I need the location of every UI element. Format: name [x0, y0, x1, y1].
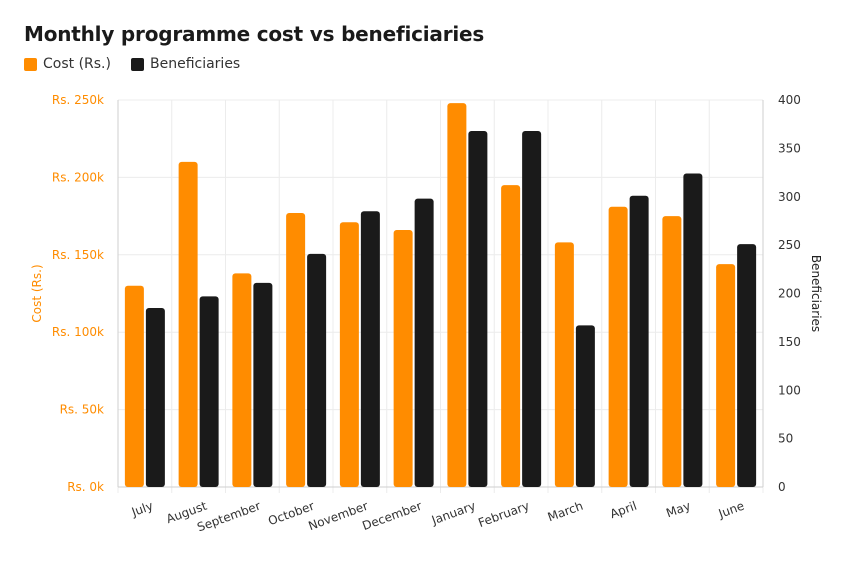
bar-beneficiaries [522, 130, 542, 487]
legend-label-beneficiaries: Beneficiaries [149, 56, 241, 72]
x-tick-label: July [129, 499, 155, 520]
bar-cost [339, 222, 359, 488]
bar-cost [662, 216, 682, 487]
y-right-tick-label: 150 [778, 335, 801, 349]
y-left-tick-label: Rs. 150k [52, 248, 104, 262]
bar-cost [393, 230, 413, 488]
y-left-axis-title: Cost (Rs.) [30, 264, 44, 322]
bar-beneficiaries [629, 195, 649, 487]
x-tick-label: March [546, 499, 585, 525]
bar-beneficiaries [575, 325, 595, 487]
chart-title: Monthly programme cost vs beneficiaries [24, 22, 485, 46]
bar-cost [178, 161, 198, 488]
y-right-tick-label: 0 [778, 480, 786, 494]
x-tick-label: January [429, 499, 477, 528]
bar-beneficiaries [468, 130, 488, 487]
bar-beneficiaries [145, 308, 165, 487]
y-right-axis-title: Beneficiaries [809, 255, 823, 332]
bar-cost [716, 264, 736, 487]
y-left-tick-label: Rs. 50k [60, 403, 104, 417]
legend-label-cost: Cost (Rs.) [43, 56, 111, 72]
bar-beneficiaries [360, 211, 380, 487]
x-tick-label: February [476, 499, 531, 530]
y-left-tick-label: Rs. 250k [52, 93, 104, 107]
y-left-tick-label: Rs. 200k [52, 170, 104, 184]
x-tick-label: May [664, 499, 692, 521]
bar-cost [447, 103, 467, 487]
bar-cost [286, 213, 306, 487]
y-right-tick-label: 100 [778, 383, 801, 397]
bar-cost [232, 273, 252, 487]
x-tick-label: December [360, 499, 423, 533]
bar-cost [554, 242, 574, 487]
y-left-tick-label: Rs. 100k [52, 325, 104, 339]
legend-swatch-cost [24, 57, 37, 71]
y-right-tick-label: 400 [778, 93, 801, 107]
bar-cost [501, 185, 521, 487]
legend: Cost (Rs.) Beneficiaries [24, 56, 260, 72]
y-left-tick-label: Rs. 0k [67, 480, 104, 494]
x-tick-label: April [608, 499, 639, 522]
legend-item-beneficiaries[interactable]: Beneficiaries [130, 56, 241, 72]
x-tick-label: June [716, 499, 746, 521]
legend-swatch-beneficiaries [130, 57, 144, 71]
bar-beneficiaries [414, 198, 434, 487]
x-tick-label: November [306, 499, 370, 534]
bar-beneficiaries [199, 296, 219, 487]
y-right-tick-label: 250 [778, 238, 801, 252]
y-right-tick-label: 50 [778, 432, 793, 446]
y-right-tick-label: 200 [778, 287, 801, 301]
bar-beneficiaries [253, 282, 273, 487]
bar-beneficiaries [737, 244, 757, 487]
legend-item-cost[interactable]: Cost (Rs.) [24, 56, 111, 72]
y-right-tick-label: 350 [778, 141, 801, 155]
bar-cost [124, 285, 144, 487]
bar-cost [608, 206, 628, 487]
bar-beneficiaries [683, 173, 703, 487]
y-right-tick-label: 300 [778, 190, 801, 204]
bar-beneficiaries [307, 253, 327, 487]
